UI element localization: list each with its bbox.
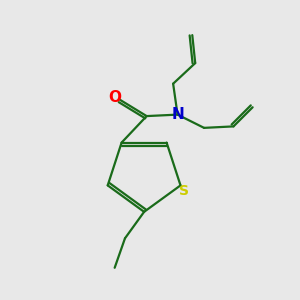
Text: S: S	[179, 184, 189, 198]
Text: N: N	[172, 106, 185, 122]
Text: O: O	[108, 90, 121, 105]
